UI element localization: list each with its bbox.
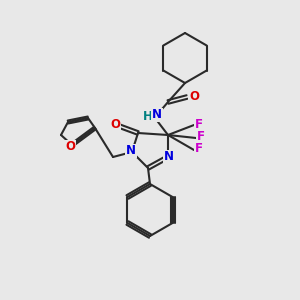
Text: F: F	[197, 130, 205, 143]
Text: N: N	[164, 151, 174, 164]
Text: N: N	[152, 109, 162, 122]
Text: H: H	[143, 110, 153, 122]
Text: O: O	[189, 89, 199, 103]
Text: F: F	[195, 118, 203, 130]
Text: O: O	[65, 140, 75, 154]
Text: F: F	[195, 142, 203, 155]
Text: N: N	[126, 145, 136, 158]
Text: O: O	[110, 118, 120, 131]
